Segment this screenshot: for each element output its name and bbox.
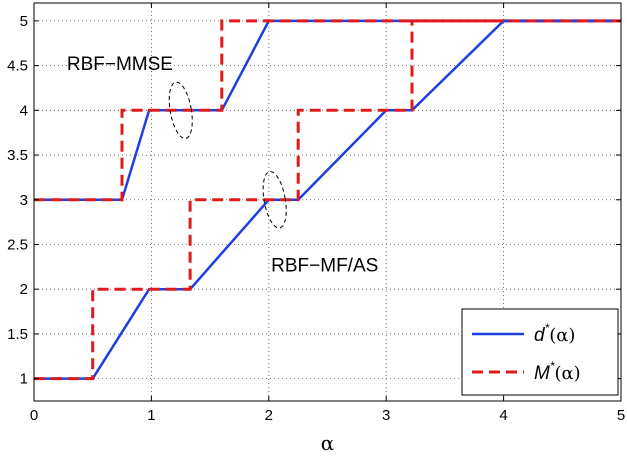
x-tick-label: 2 bbox=[265, 407, 273, 424]
y-tick-label: 3.5 bbox=[7, 147, 28, 164]
series-group bbox=[34, 19, 621, 381]
y-tick-label: 2.5 bbox=[7, 236, 28, 253]
legend-box bbox=[461, 308, 619, 396]
legend-label: M*(α) bbox=[534, 359, 581, 384]
axis-ticks: 0 1 2 3 4 5 1 1.5 2 2.5 3 3.5 4 4.5 5 bbox=[7, 3, 625, 424]
legend: d*(α) M*(α) bbox=[461, 308, 619, 396]
y-tick-label: 4.5 bbox=[7, 58, 28, 75]
x-tick-label: 4 bbox=[499, 407, 507, 424]
x-axis-label: α bbox=[321, 431, 335, 455]
x-tick-label: 1 bbox=[147, 407, 155, 424]
y-tick-label: 1 bbox=[20, 371, 28, 388]
series-M-line-3 bbox=[34, 19, 621, 381]
y-tick-label: 1.5 bbox=[7, 326, 28, 343]
annotation-ellipse bbox=[168, 81, 193, 140]
y-tick-label: 2 bbox=[20, 281, 28, 298]
annotation-label: RBF−MF/AS bbox=[271, 255, 378, 276]
annotation-ellipses bbox=[168, 81, 287, 229]
x-tick-label: 0 bbox=[30, 407, 38, 424]
y-tick-label: 3 bbox=[20, 192, 28, 209]
y-tick-label: 5 bbox=[20, 13, 28, 30]
y-tick-label: 4 bbox=[20, 102, 28, 119]
annotation-label: RBF−MMSE bbox=[67, 54, 173, 75]
x-tick-label: 3 bbox=[382, 407, 390, 424]
annotation-ellipse bbox=[262, 171, 287, 229]
legend-label: d*(α) bbox=[534, 321, 575, 346]
annotations: RBF−MMSE RBF−MF/AS bbox=[67, 54, 378, 276]
series-M-line-1 bbox=[34, 19, 621, 202]
x-tick-label: 5 bbox=[617, 407, 625, 424]
plot-frame bbox=[33, 2, 622, 402]
